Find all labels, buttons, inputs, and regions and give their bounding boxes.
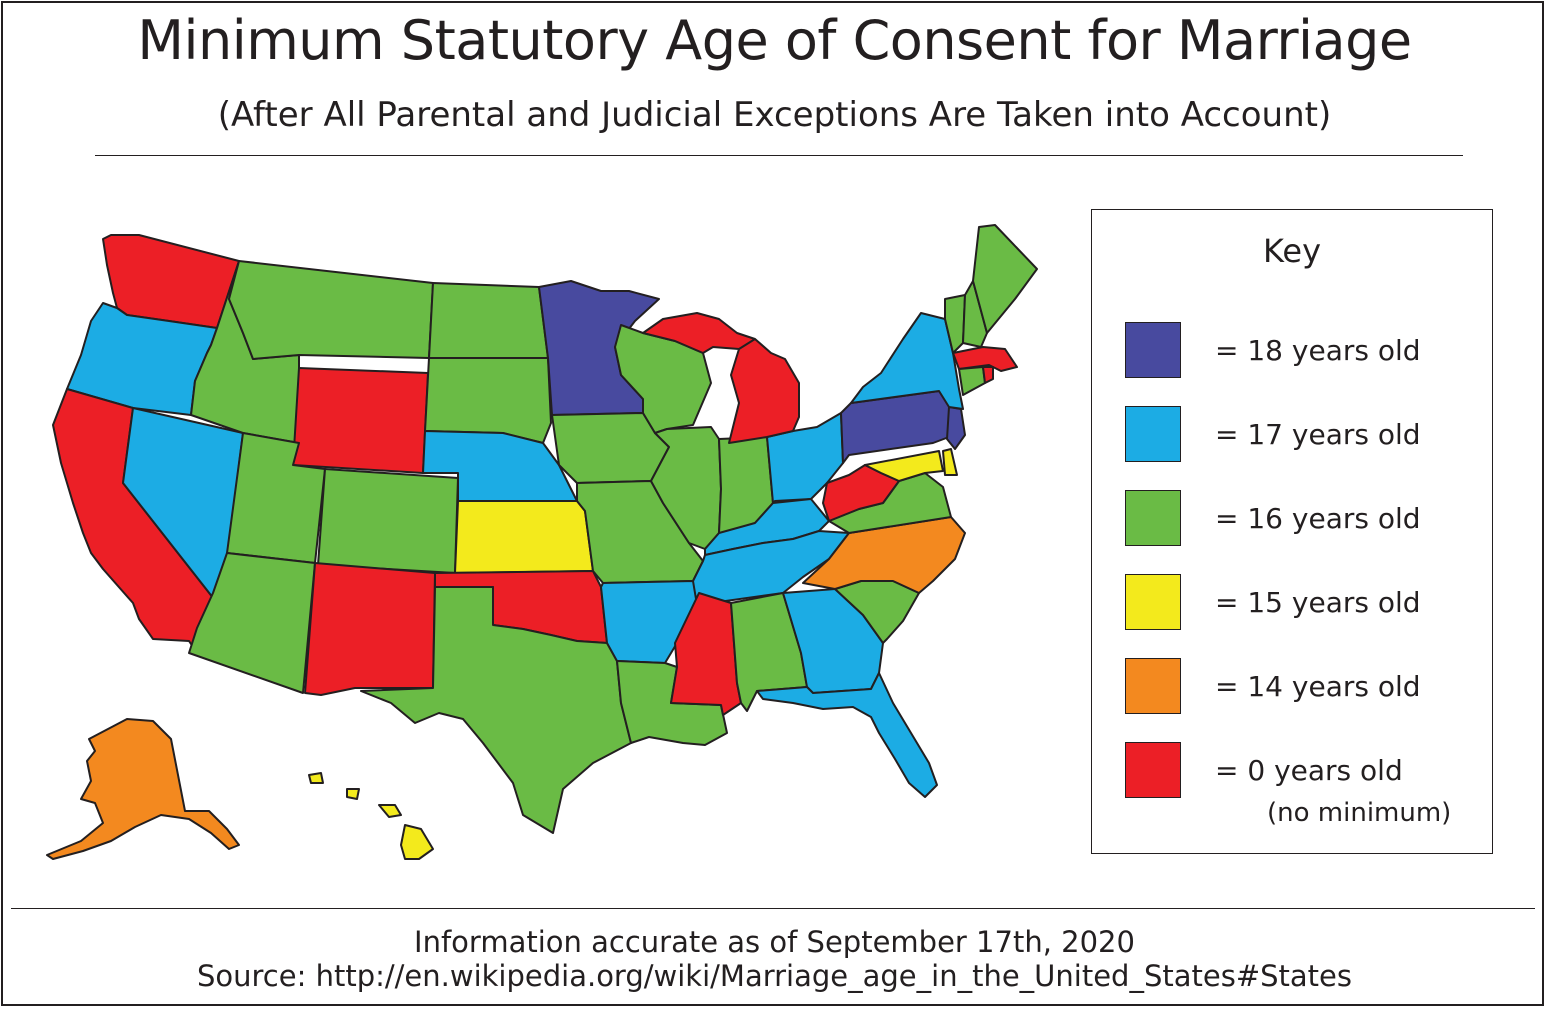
state-new-mexico bbox=[304, 562, 436, 696]
title-divider bbox=[95, 155, 1463, 156]
state-colorado bbox=[317, 468, 459, 574]
legend-item-15: = 15 years old bbox=[1125, 574, 1485, 634]
state-hawaii-oahu bbox=[346, 788, 360, 800]
state-hawaii-maui bbox=[378, 804, 402, 818]
state-north-dakota bbox=[428, 282, 549, 359]
state-texas bbox=[360, 586, 632, 834]
state-maryland bbox=[864, 450, 944, 482]
legend-swatch-14 bbox=[1125, 658, 1181, 714]
state-kansas bbox=[454, 500, 594, 574]
us-states-map bbox=[46, 224, 1038, 860]
legend-swatch-16 bbox=[1125, 490, 1181, 546]
state-hawaii-big-island bbox=[400, 824, 434, 860]
legend-swatch-18 bbox=[1125, 322, 1181, 378]
state-louisiana bbox=[616, 660, 728, 746]
state-wyoming bbox=[292, 367, 429, 474]
state-alaska bbox=[46, 718, 240, 860]
legend-item-18: = 18 years old bbox=[1125, 322, 1485, 382]
state-hawaii-kauai bbox=[308, 772, 324, 784]
state-michigan bbox=[642, 312, 800, 444]
state-vermont bbox=[944, 294, 966, 354]
legend-label-16: = 16 years old bbox=[1215, 502, 1421, 535]
legend-note-no-minimum: (no minimum) bbox=[1267, 798, 1452, 828]
legend-item-14: = 14 years old bbox=[1125, 658, 1485, 718]
state-new-hampshire bbox=[962, 280, 988, 348]
legend-label-14: = 14 years old bbox=[1215, 670, 1421, 703]
legend-label-15: = 15 years old bbox=[1215, 586, 1421, 619]
legend-label-17: = 17 years old bbox=[1215, 418, 1421, 451]
state-maine bbox=[972, 224, 1038, 334]
legend: Key = 18 years old = 17 years old = 16 y… bbox=[1091, 209, 1493, 854]
state-south-dakota bbox=[424, 357, 552, 444]
map-title: Minimum Statutory Age of Consent for Mar… bbox=[137, 9, 1412, 72]
accuracy-note: Information accurate as of September 17t… bbox=[414, 925, 1135, 959]
legend-swatch-0 bbox=[1125, 742, 1181, 798]
legend-item-17: = 17 years old bbox=[1125, 406, 1485, 466]
legend-label-18: = 18 years old bbox=[1215, 334, 1421, 367]
state-north-carolina bbox=[802, 516, 966, 594]
footer-divider bbox=[11, 908, 1535, 909]
legend-swatch-17 bbox=[1125, 406, 1181, 462]
state-florida bbox=[756, 672, 938, 798]
legend-item-16: = 16 years old bbox=[1125, 490, 1485, 550]
legend-item-0: = 0 years old (no minimum) bbox=[1125, 742, 1485, 828]
state-montana bbox=[228, 260, 434, 360]
state-rhode-island bbox=[982, 366, 994, 384]
legend-label-0: = 0 years old bbox=[1215, 754, 1403, 787]
state-delaware bbox=[942, 448, 958, 476]
state-new-jersey bbox=[946, 406, 966, 450]
legend-title: Key bbox=[1262, 232, 1321, 270]
source-note: Source: http://en.wikipedia.org/wiki/Mar… bbox=[196, 959, 1352, 993]
state-connecticut bbox=[958, 366, 986, 396]
legend-swatch-15 bbox=[1125, 574, 1181, 630]
map-subtitle: (After All Parental and Judicial Excepti… bbox=[217, 95, 1332, 135]
